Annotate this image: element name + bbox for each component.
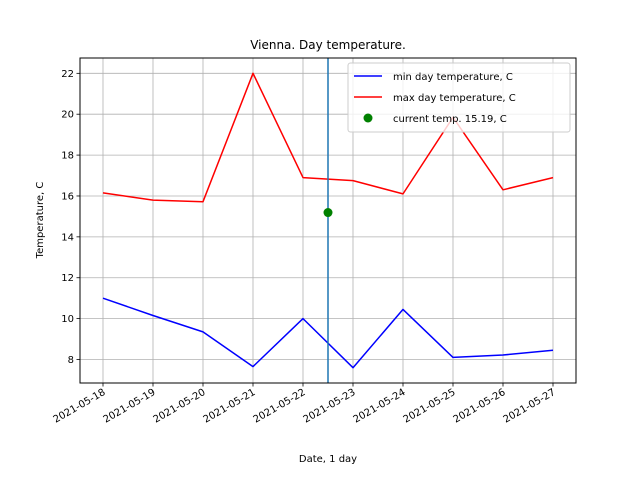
y-tick-label: 14 [61,232,74,243]
x-tick-label: 2021-05-26 [452,387,508,426]
x-tick-label: 2021-05-21 [202,387,258,426]
x-tick-label: 2021-05-22 [252,387,308,426]
x-tick-label: 2021-05-20 [152,387,208,426]
x-tick-label: 2021-05-25 [402,387,458,426]
current-marks [323,58,333,383]
x-tick-label: 2021-05-19 [102,387,158,426]
x-tick-label: 2021-05-24 [352,387,408,426]
y-tick-label: 18 [61,151,74,162]
y-tick-label: 8 [68,355,74,366]
chart-title: Vienna. Day temperature. [250,38,406,52]
legend-label: min day temperature, C [393,72,513,83]
y-tick-label: 22 [61,69,74,80]
x-axis: 2021-05-182021-05-192021-05-202021-05-21… [52,383,558,426]
y-tick-label: 10 [61,314,74,325]
x-tick-label: 2021-05-27 [502,387,558,426]
legend-label: max day temperature, C [393,93,516,104]
legend-label: current temp. 15.19, C [393,114,507,125]
x-tick-label: 2021-05-18 [52,387,108,426]
current-temp-point [323,208,333,218]
y-tick-label: 20 [61,110,74,121]
y-axis-title: Temperature, C [35,182,46,260]
legend-box [347,62,571,133]
x-axis-title: Date, 1 day [299,454,357,465]
legend: min day temperature, C max day temperatur… [347,62,571,133]
legend-swatch [363,113,373,123]
y-axis: 8 10 12 14 16 18 20 22 [61,69,80,366]
y-tick-label: 12 [61,273,74,284]
plot-frame [79,57,577,384]
x-tick-label: 2021-05-23 [302,387,358,426]
y-tick-label: 16 [61,191,74,202]
